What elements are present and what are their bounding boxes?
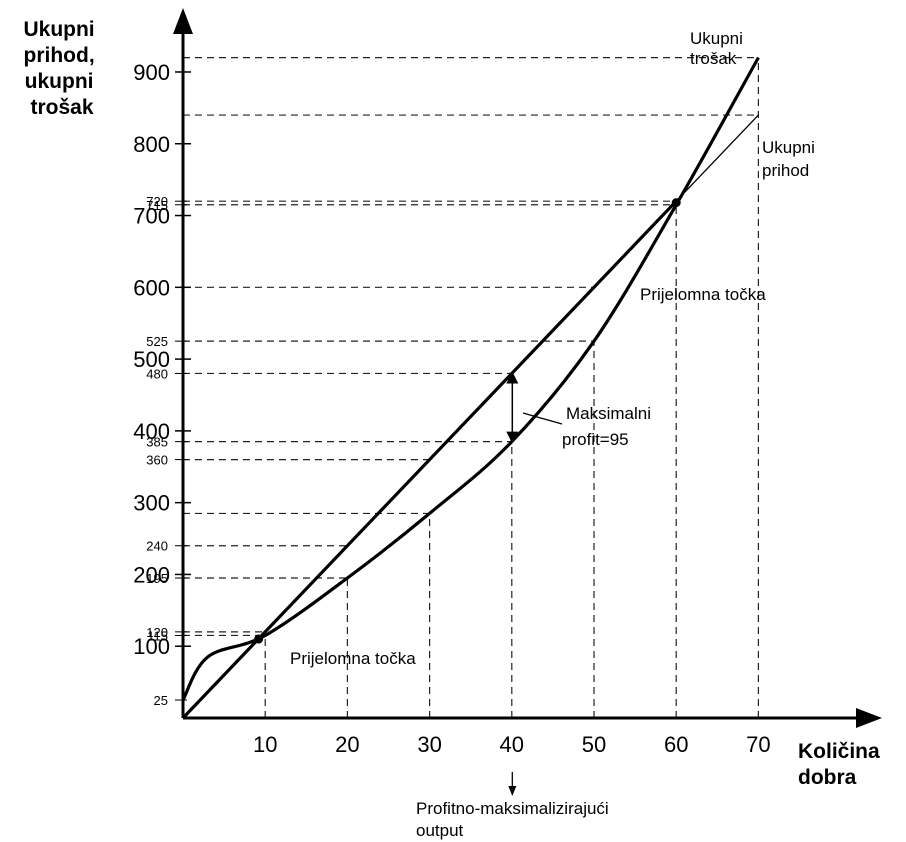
y-tick-label-900: 900 — [133, 60, 170, 85]
total-revenue-line-extension — [675, 114, 759, 202]
total-revenue-label: Ukupni prihod — [762, 138, 820, 180]
y-tick-label-100: 100 — [133, 634, 170, 659]
y-minor-tick-label-240: 240 — [146, 539, 168, 554]
max-profit-arrow-up — [506, 371, 519, 384]
x-tick-label-40: 40 — [500, 732, 524, 757]
y-minor-tick-label-25: 25 — [154, 693, 168, 708]
y-minor-tick-label-715: 715 — [146, 198, 168, 213]
x-tick-label-50: 50 — [582, 732, 606, 757]
y-minor-tick-label-480: 480 — [146, 366, 168, 381]
guide-lines — [183, 57, 760, 718]
max-profit-pointer — [522, 412, 563, 425]
total-cost-curve — [181, 56, 760, 701]
max-profit-label: Maksimalni profit=95 — [562, 404, 656, 449]
output-label-line-2: output — [416, 821, 464, 840]
max-profit-label-line-2: profit=95 — [562, 430, 629, 449]
y-tick-label-600: 600 — [133, 275, 170, 300]
tick-marks: 10 20 30 40 50 60 70 100 200 300 400 500 600 700 800 90… — [133, 60, 770, 757]
y-axis-label-line-2: prihod, — [24, 44, 95, 67]
x-tick-label-20: 20 — [335, 732, 359, 757]
break-even-label-upper: Prijelomna točka — [640, 285, 766, 304]
x-axis-label: Količina dobra — [798, 740, 886, 789]
total-revenue-label-line-2: prihod — [762, 161, 809, 180]
x-axis-arrow — [856, 708, 882, 728]
y-minor-tick-label-115: 115 — [147, 628, 168, 643]
total-cost-label: Ukupni trošak — [690, 29, 748, 68]
output-label-line-1: Profitno-maksimalizirajući — [416, 799, 609, 818]
y-minor-tick-label-195: 195 — [146, 571, 168, 586]
y-tick-label-500: 500 — [133, 347, 170, 372]
y-axis-label: Ukupni prihod, ukupni trošak — [23, 18, 100, 119]
y-tick-label-700: 700 — [133, 204, 170, 229]
break-even-point-upper — [671, 198, 681, 208]
total-revenue-label-line-1: Ukupni — [762, 138, 815, 157]
output-label: Profitno-maksimalizirajući output — [416, 799, 613, 840]
y-minor-tick-label-360: 360 — [146, 453, 168, 468]
max-profit-arrow-down — [506, 431, 519, 444]
total-cost-label-line-2: trošak — [690, 49, 737, 68]
markers — [254, 198, 681, 796]
total-cost-label-line-1: Ukupni — [690, 29, 743, 48]
y-axis-label-line-3: ukupni — [25, 70, 94, 93]
x-tick-label-70: 70 — [746, 732, 770, 757]
x-axis-label-line-2: dobra — [798, 766, 857, 789]
y-minor-tick-label-525: 525 — [146, 334, 168, 349]
output-arrow-head — [508, 786, 517, 796]
y-tick-label-300: 300 — [133, 491, 170, 516]
y-axis-label-line-4: trošak — [30, 96, 93, 119]
y-axis-arrow — [173, 8, 193, 34]
break-even-point-lower — [254, 634, 264, 644]
y-tick-label-400: 400 — [133, 419, 170, 444]
curves — [181, 56, 760, 720]
x-tick-label-60: 60 — [664, 732, 688, 757]
y-minor-tick-label-385: 385 — [146, 435, 168, 450]
y-tick-label-800: 800 — [133, 132, 170, 157]
break-even-label-lower: Prijelomna točka — [290, 649, 416, 668]
total-revenue-line — [181, 200, 678, 720]
max-profit-label-line-1: Maksimalni — [566, 404, 651, 423]
y-axis-label-line-1: Ukupni — [23, 18, 94, 41]
x-axis-label-line-1: Količina — [798, 740, 880, 763]
axes — [173, 8, 882, 728]
x-tick-label-10: 10 — [253, 732, 277, 757]
x-tick-label-30: 30 — [417, 732, 441, 757]
y-minor-tick-label-120: 120 — [146, 625, 168, 640]
y-tick-label-200: 200 — [133, 562, 170, 587]
y-minor-tick-label-720: 720 — [146, 194, 168, 209]
